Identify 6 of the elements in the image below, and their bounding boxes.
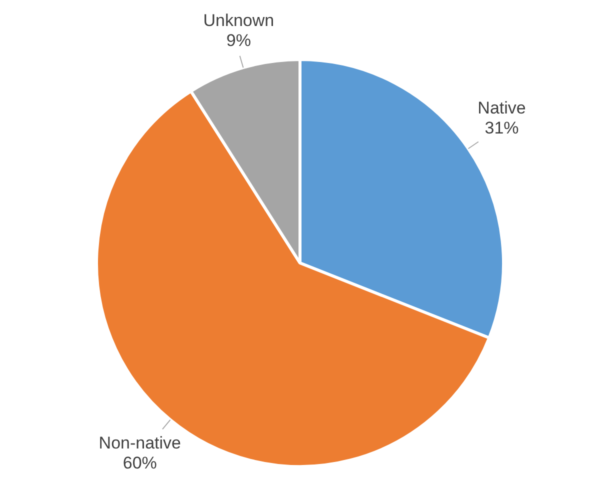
slice-label: Native — [478, 98, 526, 118]
slice-label: Non-native — [98, 433, 182, 452]
data-label: 60% — [122, 453, 157, 472]
data-label: 9% — [226, 30, 251, 50]
slice-label: Unknown — [203, 10, 274, 30]
data-label: 31% — [484, 118, 519, 138]
